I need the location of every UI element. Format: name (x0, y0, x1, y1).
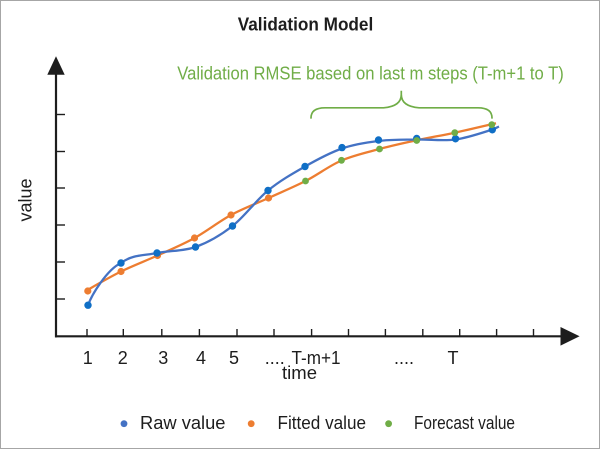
svg-text:value: value (16, 178, 36, 221)
svg-text:time: time (282, 363, 317, 383)
svg-text:Validation RMSE based on last: Validation RMSE based on last m steps (T… (177, 63, 564, 83)
svg-text:T: T (448, 348, 459, 368)
svg-text:Validation Model: Validation Model (238, 15, 374, 35)
svg-text:Forecast value: Forecast value (414, 413, 515, 433)
svg-text:....: .... (265, 348, 285, 368)
svg-text:Raw value: Raw value (140, 413, 226, 433)
svg-text:....: .... (394, 348, 414, 368)
svg-text:5: 5 (229, 348, 239, 368)
svg-text:3: 3 (158, 348, 168, 368)
svg-text:T-m+1: T-m+1 (292, 348, 341, 368)
svg-text:4: 4 (196, 348, 206, 368)
svg-text:Fitted value: Fitted value (278, 413, 367, 433)
svg-text:2: 2 (118, 348, 128, 368)
svg-text:1: 1 (83, 348, 93, 368)
